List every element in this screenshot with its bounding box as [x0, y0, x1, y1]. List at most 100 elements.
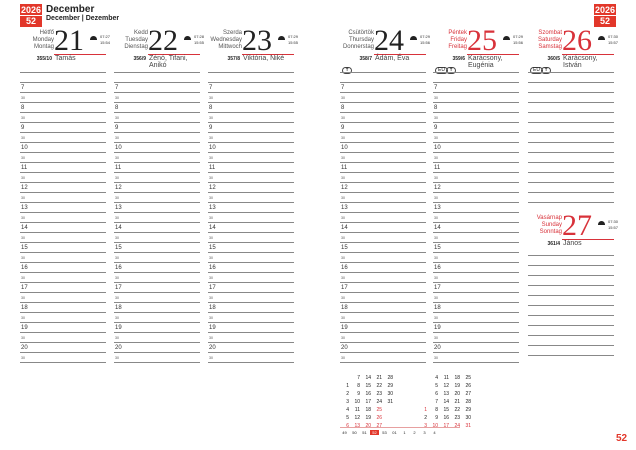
sun-times: 07:30 15:57 — [608, 34, 618, 46]
name-day: Tamás — [55, 55, 76, 62]
line — [340, 192, 426, 193]
calendar-day[interactable]: 9 — [357, 391, 360, 397]
calendar-day[interactable]: 13 — [354, 423, 360, 429]
calendar-day[interactable]: 14 — [443, 399, 449, 405]
line — [340, 132, 426, 133]
calendar-day[interactable]: 17 — [365, 399, 371, 405]
calendar-day[interactable]: 6 — [346, 423, 349, 429]
week-number[interactable]: 50 — [352, 430, 357, 435]
line — [20, 222, 106, 223]
calendar-day[interactable]: 29 — [465, 407, 471, 413]
calendar-day[interactable]: 12 — [354, 415, 360, 421]
calendar-day[interactable]: 7 — [435, 399, 438, 405]
calendar-day[interactable]: 13 — [443, 391, 449, 397]
calendar-day[interactable]: 2 — [424, 415, 427, 421]
calendar-day[interactable]: 27 — [465, 391, 471, 397]
calendar-day[interactable]: 22 — [376, 383, 382, 389]
weekday-name: Mittwoch — [218, 44, 242, 50]
calendar-day[interactable]: 24 — [454, 423, 460, 429]
calendar-day[interactable]: 21 — [376, 375, 382, 381]
calendar-day[interactable]: 4 — [346, 407, 349, 413]
calendar-day[interactable]: 29 — [387, 383, 393, 389]
calendar-day[interactable]: 28 — [387, 375, 393, 381]
week-number[interactable]: 3 — [423, 430, 426, 435]
line — [114, 332, 200, 333]
week-number[interactable]: 52 — [370, 430, 379, 435]
line — [340, 222, 426, 223]
calendar-day[interactable]: 10 — [354, 399, 360, 405]
weekday-name: Péntek — [448, 30, 467, 36]
calendar-day[interactable]: 26 — [376, 415, 382, 421]
day-number: 25 — [467, 24, 497, 57]
calendar-day[interactable]: 19 — [454, 383, 460, 389]
calendar-day[interactable]: 11 — [354, 407, 360, 413]
calendar-day[interactable]: 28 — [465, 399, 471, 405]
line — [433, 152, 519, 153]
calendar-day[interactable]: 7 — [357, 375, 360, 381]
calendar-day[interactable]: 9 — [435, 415, 438, 421]
calendar-day[interactable]: 15 — [365, 383, 371, 389]
calendar-day[interactable]: 18 — [365, 407, 371, 413]
week-number[interactable]: 2 — [413, 430, 416, 435]
calendar-day[interactable]: 8 — [357, 383, 360, 389]
calendar-day[interactable]: 17 — [443, 423, 449, 429]
line — [208, 352, 294, 353]
week-number[interactable]: 01 — [392, 430, 397, 435]
calendar-day[interactable]: 11 — [443, 375, 449, 381]
calendar-day[interactable]: 1 — [346, 383, 349, 389]
line — [340, 302, 426, 303]
hour-label: 9 — [434, 125, 438, 131]
calendar-day[interactable]: 12 — [443, 383, 449, 389]
calendar-day[interactable]: 15 — [443, 407, 449, 413]
calendar-day[interactable]: 30 — [387, 391, 393, 397]
calendar-day[interactable]: 14 — [365, 375, 371, 381]
line — [208, 252, 294, 253]
calendar-day[interactable]: 3 — [424, 423, 427, 429]
week-number[interactable]: 4 — [433, 430, 436, 435]
week-number[interactable]: 53 — [382, 430, 387, 435]
hour-label: 20 — [209, 345, 216, 351]
week-number[interactable]: 1 — [403, 430, 406, 435]
calendar-day[interactable]: 25 — [376, 407, 382, 413]
line — [208, 312, 294, 313]
weekday-name: Donnerstag — [342, 44, 374, 50]
sunset: 15:57 — [608, 40, 619, 45]
calendar-day[interactable]: 4 — [435, 375, 438, 381]
line — [433, 232, 519, 233]
day-of-year: 360/5 — [547, 56, 560, 62]
calendar-day[interactable]: 21 — [454, 399, 460, 405]
weekday-names: Szerda Wednesday Mittwoch — [210, 30, 242, 51]
calendar-day[interactable]: 2 — [346, 391, 349, 397]
calendar-day[interactable]: 22 — [454, 407, 460, 413]
calendar-day[interactable]: 1 — [424, 407, 427, 413]
calendar-day[interactable]: 8 — [435, 407, 438, 413]
calendar-day[interactable]: 16 — [365, 391, 371, 397]
calendar-day[interactable]: 20 — [365, 423, 371, 429]
half-hour-label: 30 — [341, 176, 345, 180]
calendar-day[interactable]: 25 — [465, 375, 471, 381]
calendar-day[interactable]: 31 — [387, 399, 393, 405]
half-hour-label: 30 — [341, 316, 345, 320]
calendar-day[interactable]: 5 — [435, 383, 438, 389]
calendar-day[interactable]: 26 — [465, 383, 471, 389]
calendar-day[interactable]: 16 — [443, 415, 449, 421]
calendar-day[interactable]: 24 — [376, 399, 382, 405]
calendar-day[interactable]: 18 — [454, 375, 460, 381]
calendar-day[interactable]: 23 — [454, 415, 460, 421]
week-number[interactable]: 51 — [362, 430, 367, 435]
calendar-day[interactable]: 30 — [465, 415, 471, 421]
line — [433, 192, 519, 193]
calendar-day[interactable]: 23 — [376, 391, 382, 397]
calendar-day[interactable]: 27 — [376, 423, 382, 429]
week-number[interactable]: 49 — [342, 430, 347, 435]
calendar-day[interactable]: 31 — [465, 423, 471, 429]
calendar-day[interactable]: 6 — [435, 391, 438, 397]
calendar-day[interactable]: 3 — [346, 399, 349, 405]
calendar-day[interactable]: 20 — [454, 391, 460, 397]
hour-label: 13 — [341, 205, 348, 211]
half-hour-label: 30 — [21, 116, 25, 120]
hour-label: 17 — [21, 285, 28, 291]
calendar-day[interactable]: 19 — [365, 415, 371, 421]
calendar-day[interactable]: 5 — [346, 415, 349, 421]
calendar-day[interactable]: 10 — [432, 423, 438, 429]
